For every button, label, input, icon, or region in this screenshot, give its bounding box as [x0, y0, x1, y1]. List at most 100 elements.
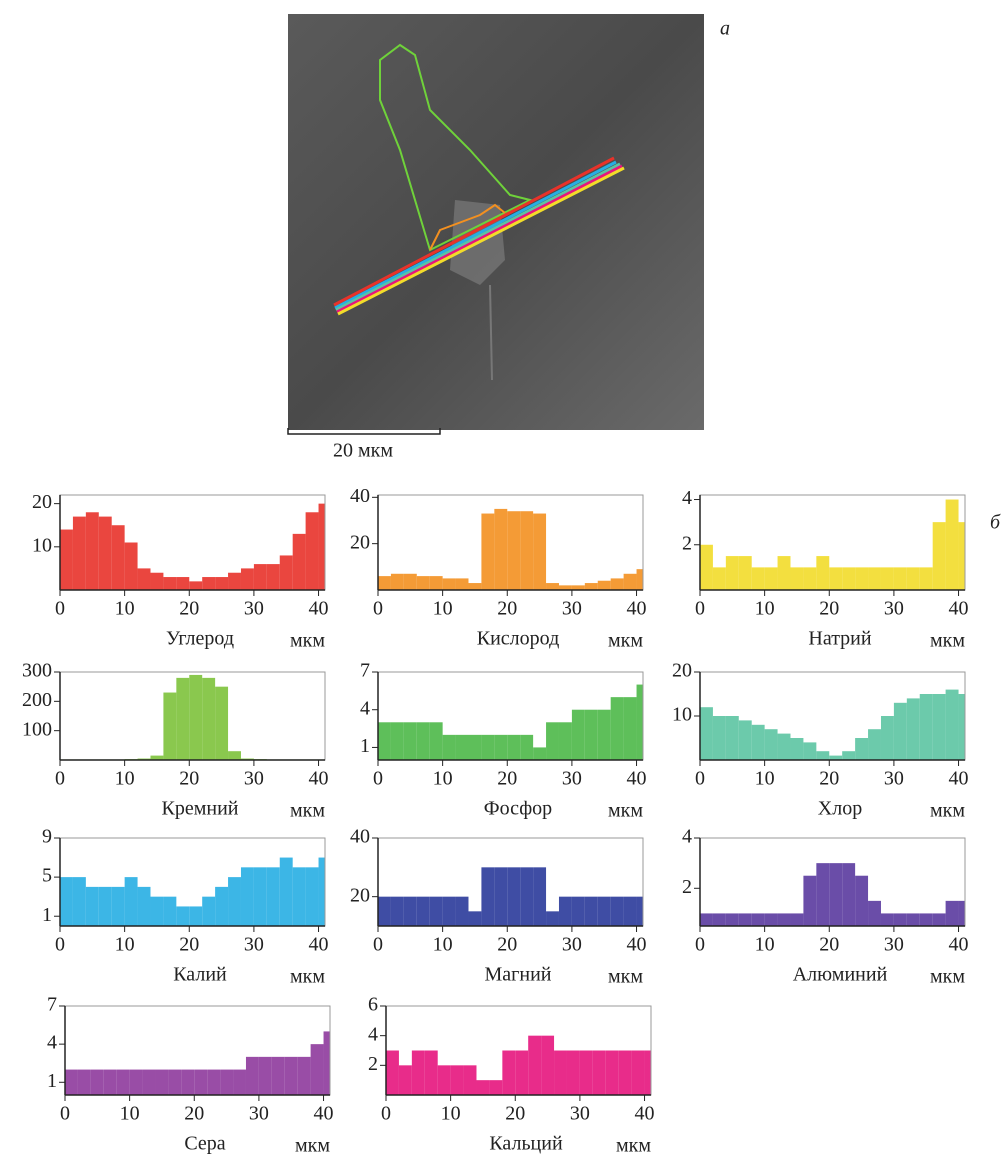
- bar: [541, 1035, 555, 1095]
- bar: [176, 906, 190, 926]
- chart: 10 20 0 10 20 30 40 Хлор мкм: [672, 660, 969, 822]
- bar: [215, 577, 229, 590]
- bar: [919, 694, 933, 760]
- y-tick-label: 100: [22, 718, 52, 740]
- bar: [636, 569, 643, 590]
- bar: [855, 567, 869, 590]
- x-axis-label: мкм: [608, 630, 643, 652]
- x-tick-label: 0: [373, 768, 383, 790]
- bar: [403, 573, 417, 590]
- bar: [202, 677, 216, 760]
- bar: [65, 1069, 78, 1095]
- chart-title: Хлор: [818, 798, 862, 820]
- bar: [932, 694, 946, 760]
- bar: [919, 567, 933, 590]
- y-tick-label: 4: [47, 1032, 57, 1054]
- chart-title: Кальций: [489, 1133, 563, 1155]
- bar: [72, 877, 86, 926]
- sem-image: [288, 14, 704, 430]
- bar: [558, 585, 572, 590]
- x-tick-label: 20: [179, 768, 199, 790]
- x-tick-label: 10: [755, 934, 775, 956]
- x-tick-label: 20: [505, 1103, 525, 1125]
- y-tick-label: 40: [350, 826, 370, 848]
- bar: [129, 1069, 143, 1095]
- bar: [378, 576, 391, 590]
- x-tick-label: 40: [949, 598, 969, 620]
- x-tick-label: 10: [755, 768, 775, 790]
- bar: [297, 1056, 311, 1095]
- bar: [481, 513, 495, 590]
- x-axis-label: мкм: [608, 966, 643, 988]
- bar: [528, 1035, 542, 1095]
- bar: [103, 1069, 117, 1095]
- x-tick-label: 30: [244, 598, 264, 620]
- x-tick-label: 0: [381, 1103, 391, 1125]
- bar: [85, 512, 99, 590]
- bar: [725, 913, 739, 926]
- bar: [215, 686, 229, 760]
- bar: [906, 567, 920, 590]
- y-tick-label: 200: [22, 689, 52, 711]
- bar: [880, 567, 894, 590]
- bar: [829, 863, 843, 926]
- bar: [168, 1069, 182, 1095]
- bar: [533, 867, 547, 926]
- x-tick-label: 10: [433, 598, 453, 620]
- bar: [945, 499, 959, 590]
- bar: [712, 913, 726, 926]
- bar: [906, 698, 920, 760]
- x-tick-label: 30: [884, 934, 904, 956]
- bar: [636, 896, 643, 926]
- bar: [378, 722, 391, 760]
- bar: [644, 1050, 651, 1095]
- bar: [533, 513, 547, 590]
- bar: [253, 867, 267, 926]
- bar: [442, 734, 456, 760]
- x-axis-label: мкм: [930, 630, 965, 652]
- x-tick-label: 10: [120, 1103, 140, 1125]
- x-tick-label: 10: [441, 1103, 461, 1125]
- bar: [816, 556, 830, 590]
- chart: 2 4 6 0 10 20 30 40 Кальций мкм: [368, 994, 655, 1157]
- bar: [468, 734, 482, 760]
- bar: [906, 913, 920, 926]
- bar: [150, 755, 164, 760]
- bar: [305, 867, 319, 926]
- bar: [584, 709, 598, 760]
- bar: [455, 578, 469, 590]
- x-tick-label: 40: [314, 1103, 334, 1125]
- bar: [592, 1050, 606, 1095]
- bar: [455, 734, 469, 760]
- bar: [945, 900, 959, 926]
- chart: 1 5 9 0 10 20 30 40 Калий мкм: [42, 826, 329, 988]
- bar: [215, 886, 229, 926]
- bar: [507, 734, 521, 760]
- bar: [176, 677, 190, 760]
- x-tick-label: 0: [695, 934, 705, 956]
- bar: [292, 867, 306, 926]
- bar: [842, 567, 856, 590]
- bar: [476, 1080, 490, 1095]
- bar: [566, 1050, 580, 1095]
- bar: [623, 896, 637, 926]
- bar: [520, 734, 534, 760]
- bar: [842, 751, 856, 760]
- bar: [194, 1069, 208, 1095]
- bar: [258, 1056, 272, 1095]
- bar: [181, 1069, 195, 1095]
- bar: [533, 747, 547, 760]
- bar: [489, 1080, 503, 1095]
- bar: [738, 720, 752, 760]
- bar: [266, 867, 280, 926]
- chart-title: Кислород: [477, 628, 560, 650]
- bar: [429, 722, 443, 760]
- bar: [880, 716, 894, 760]
- bar: [777, 556, 791, 590]
- bar: [429, 896, 443, 926]
- bar: [323, 1031, 330, 1095]
- bar: [202, 896, 216, 926]
- bar: [390, 896, 404, 926]
- bar: [266, 564, 280, 590]
